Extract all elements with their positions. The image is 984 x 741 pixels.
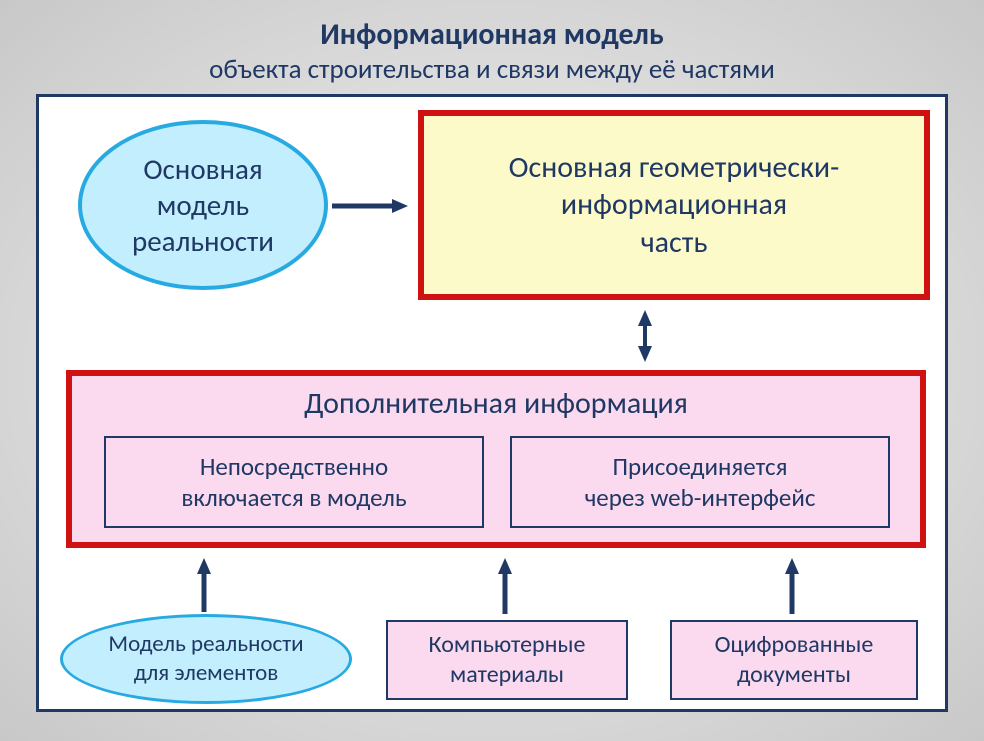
title-line2: объекта строительства и связи между её ч… <box>0 53 984 88</box>
node-geom_info: Основная геометрически-информационнаячас… <box>418 110 930 300</box>
node-extra_info_title: Дополнительная информация <box>66 382 926 426</box>
node-text-line: информационная <box>561 186 787 224</box>
node-text-line: Основная геометрически- <box>509 149 840 187</box>
node-text-line: реальности <box>132 223 274 259</box>
node-comp_materials: Компьютерныематериалы <box>386 620 628 700</box>
node-text-line: Дополнительная информация <box>304 385 688 423</box>
node-text-line: Модель реальности <box>108 630 303 659</box>
node-text-line: Оцифрованные <box>715 630 874 660</box>
node-direct_include: Непосредственновключается в модель <box>104 436 484 528</box>
node-text-line: включается в модель <box>181 482 406 513</box>
node-text-line: Компьютерные <box>429 630 586 660</box>
node-text-line: Непосредственно <box>200 451 388 482</box>
node-text-line: документы <box>737 660 851 690</box>
node-text-line: для элементов <box>134 659 279 688</box>
diagram-canvas: Информационная модельобъекта строительст… <box>0 0 984 741</box>
node-text-line: модель <box>157 187 249 223</box>
node-digit_docs: Оцифрованныедокументы <box>670 620 918 700</box>
node-text-line: Основная <box>143 151 262 187</box>
node-web_join: Присоединяетсячерез web-интерфейс <box>510 436 890 528</box>
node-text-line: часть <box>641 224 708 262</box>
node-reality_elements: Модель реальностидля элементов <box>60 614 352 704</box>
node-text-line: материалы <box>450 660 564 690</box>
node-reality_main: Основнаямодельреальности <box>78 120 328 290</box>
node-text-line: Присоединяется <box>613 451 788 482</box>
node-text-line: через web-интерфейс <box>585 482 816 513</box>
title-line1: Информационная модель <box>0 15 984 54</box>
